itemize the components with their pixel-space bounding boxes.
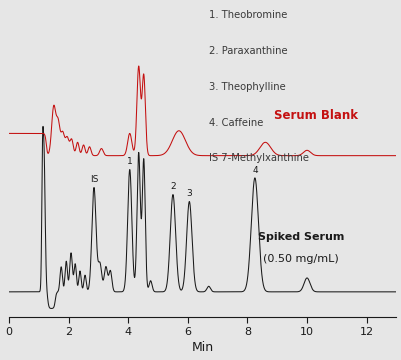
Text: 2. Paraxanthine: 2. Paraxanthine xyxy=(208,46,286,56)
Text: 4. Caffeine: 4. Caffeine xyxy=(208,118,262,128)
Text: IS: IS xyxy=(89,175,98,184)
Text: 4: 4 xyxy=(251,166,257,175)
Text: 1. Theobromine: 1. Theobromine xyxy=(208,10,286,20)
Text: 3: 3 xyxy=(186,189,192,198)
Text: 1: 1 xyxy=(127,157,132,166)
Text: Serum Blank: Serum Blank xyxy=(273,109,357,122)
Text: Spiked Serum: Spiked Serum xyxy=(257,232,343,242)
Text: IS 7-Methylxanthine: IS 7-Methylxanthine xyxy=(208,153,308,163)
Text: 2: 2 xyxy=(170,182,175,191)
Text: 3. Theophylline: 3. Theophylline xyxy=(208,82,285,92)
Text: (0.50 mg/mL): (0.50 mg/mL) xyxy=(263,254,338,264)
X-axis label: Min: Min xyxy=(191,341,213,355)
